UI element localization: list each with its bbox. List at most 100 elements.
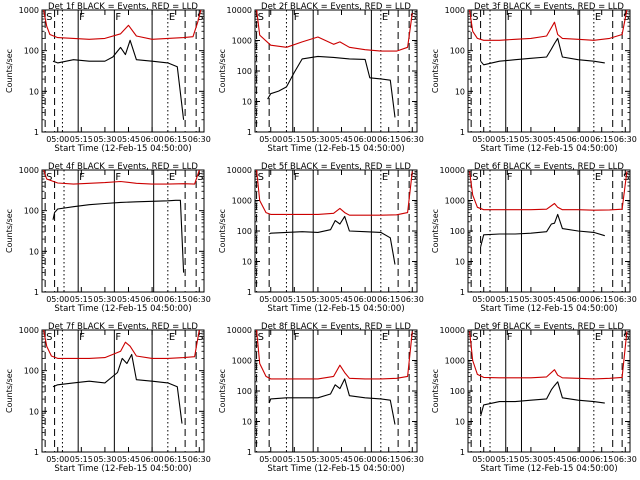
x-tick-label: 05:30 [93, 135, 116, 144]
events-series-line [480, 37, 605, 66]
y-tick-label: 10 [242, 98, 252, 107]
x-tick-label: 06:15 [590, 295, 613, 304]
y-tick-label: 1 [460, 448, 465, 457]
x-tick-label: 06:30 [401, 135, 424, 144]
chart-panel-9: Det 9f BLACK = Events, RED = LLD 1 10 100 10… [431, 322, 637, 474]
x-tick-label: 06:15 [164, 295, 187, 304]
marker-label: F [294, 172, 300, 183]
x-tick-label: 05:15 [496, 455, 519, 464]
y-tick-label: 100 [237, 67, 252, 76]
y-tick-label: 10 [29, 247, 39, 256]
y-tick-label: 1000 [232, 37, 252, 46]
y-axis-label: Counts/sec [5, 369, 14, 413]
events-series-line [268, 378, 396, 425]
marker-label: S [472, 332, 478, 343]
chart-panel-3: Det 3f BLACK = Events, RED = LLD 1 10 100 10… [431, 2, 637, 154]
marker-label: E [382, 172, 388, 183]
marker-label: E [382, 12, 388, 23]
marker-label: S [623, 12, 629, 23]
marker-label: S [197, 12, 203, 23]
x-tick-label: 06:15 [164, 135, 187, 144]
marker-label: F [79, 12, 85, 23]
y-tick-label: 100 [450, 227, 465, 236]
y-tick-label: 1 [34, 448, 39, 457]
x-axis-label: Start Time (12-Feb-15 04:50:00) [267, 144, 404, 154]
plot-frame [41, 329, 205, 453]
marker-label: S [197, 332, 203, 343]
x-tick-label: 05:15 [70, 295, 93, 304]
x-tick-label: 06:00 [567, 295, 590, 304]
x-tick-label: 06:00 [567, 455, 590, 464]
marker-label: E [382, 332, 388, 343]
marker-label: E [169, 332, 175, 343]
marker-label: F [115, 332, 121, 343]
y-tick-label: 100 [450, 47, 465, 56]
y-tick-label: 100 [24, 47, 39, 56]
x-axis-label: Start Time (12-Feb-15 04:50:00) [54, 144, 191, 154]
y-tick-label: 10 [455, 87, 465, 96]
y-tick-label: 100 [24, 207, 39, 216]
x-tick-label: 06:00 [354, 295, 377, 304]
y-tick-label: 1 [247, 288, 252, 297]
y-tick-label: 100 [24, 367, 39, 376]
x-tick-label: 05:30 [519, 135, 542, 144]
x-tick-label: 06:30 [614, 135, 637, 144]
marker-label: F [507, 332, 513, 343]
x-tick-label: 05:30 [306, 295, 329, 304]
y-tick-label: 10 [29, 87, 39, 96]
chart-title: Det 2f BLACK = Events, RED = LLD [261, 2, 411, 12]
x-axis-label: Start Time (12-Feb-15 04:50:00) [267, 304, 404, 314]
y-axis-label: Counts/sec [218, 49, 227, 93]
chart-title: Det 6f BLACK = Events, RED = LLD [474, 162, 624, 172]
chart-panel-6: Det 6f BLACK = Events, RED = LLD 1 10 100 10… [431, 162, 637, 314]
marker-label: S [410, 172, 416, 183]
marker-label: E [595, 332, 601, 343]
plot-frame [41, 9, 205, 133]
x-tick-label: 06:00 [354, 455, 377, 464]
lld-series-line [469, 331, 628, 380]
x-tick-label: 05:00 [259, 455, 282, 464]
x-tick-label: 05:15 [283, 455, 306, 464]
y-axis-label: Counts/sec [218, 369, 227, 413]
x-tick-label: 05:45 [330, 455, 353, 464]
x-tick-label: 06:30 [401, 295, 424, 304]
events-series-line [52, 199, 185, 273]
x-tick-label: 06:00 [141, 135, 164, 144]
x-axis-label: Start Time (12-Feb-15 04:50:00) [54, 464, 191, 474]
x-tick-label: 05:15 [496, 135, 519, 144]
x-tick-label: 06:00 [141, 295, 164, 304]
y-axis-label: Counts/sec [5, 49, 14, 93]
x-axis-label: Start Time (12-Feb-15 04:50:00) [480, 304, 617, 314]
y-tick-label: 10 [29, 407, 39, 416]
x-tick-label: 06:00 [354, 135, 377, 144]
x-tick-label: 05:00 [46, 455, 69, 464]
marker-label: F [115, 172, 121, 183]
y-tick-label: 1 [460, 288, 465, 297]
x-tick-label: 05:00 [46, 135, 69, 144]
y-tick-label: 10000 [440, 166, 465, 175]
x-tick-label: 06:30 [614, 455, 637, 464]
y-axis-label: Counts/sec [431, 49, 440, 93]
x-tick-label: 06:15 [377, 295, 400, 304]
x-tick-label: 06:30 [188, 295, 211, 304]
y-tick-label: 100 [450, 387, 465, 396]
x-axis-label: Start Time (12-Feb-15 04:50:00) [54, 304, 191, 314]
marker-label: E [169, 12, 175, 23]
chart-panel-2: Det 2f BLACK = Events, RED = LLD 1 10 100 10… [218, 2, 424, 154]
y-tick-label: 10000 [227, 6, 252, 15]
lld-series-line [43, 169, 200, 185]
x-tick-label: 05:15 [283, 295, 306, 304]
events-series-line [52, 353, 183, 424]
x-tick-label: 05:45 [543, 135, 566, 144]
marker-label: S [46, 172, 52, 183]
lld-series-line [256, 329, 413, 380]
marker-label: S [258, 172, 264, 183]
events-series-line [480, 213, 605, 248]
x-tick-label: 06:30 [614, 295, 637, 304]
x-tick-label: 05:00 [472, 455, 495, 464]
y-tick-label: 1 [34, 288, 39, 297]
x-tick-label: 06:30 [401, 455, 424, 464]
y-tick-label: 1000 [445, 6, 465, 15]
x-tick-label: 05:00 [46, 295, 69, 304]
